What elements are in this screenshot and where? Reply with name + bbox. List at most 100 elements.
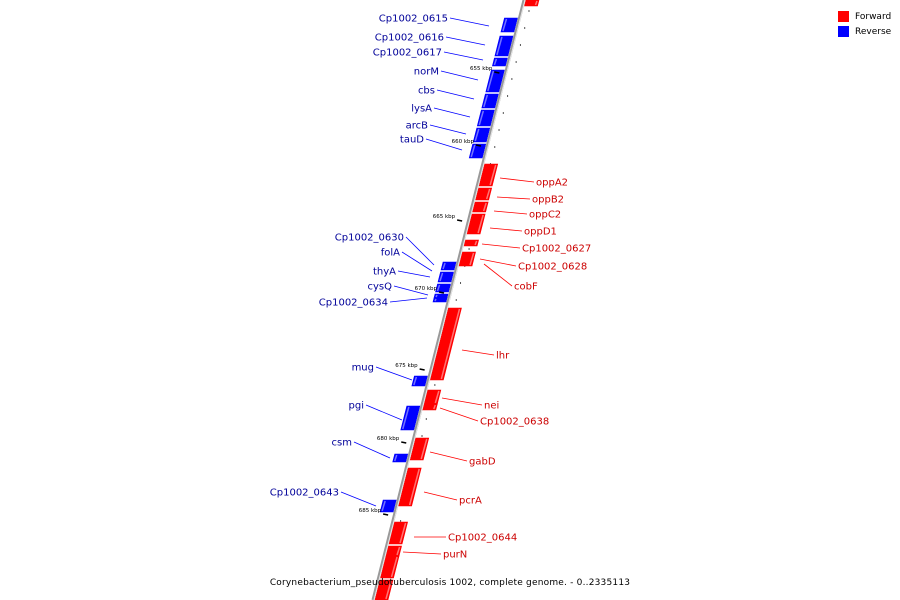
- gene-bevel: [482, 202, 487, 212]
- minor-tick: [494, 146, 496, 148]
- gene-bevel: [413, 376, 418, 386]
- scale-tick: [494, 71, 500, 74]
- minor-tick: [507, 95, 509, 97]
- gene-label-norM: norM: [414, 67, 439, 78]
- scale-label: 680 kbp: [377, 436, 400, 442]
- gene-label-arcB: arcB: [406, 121, 429, 132]
- scale-label: 670 kbp: [415, 286, 438, 292]
- gene-bevel: [469, 252, 475, 266]
- leader-arcB: [429, 124, 467, 135]
- gene-bevel: [385, 580, 392, 600]
- leader-csm: [353, 441, 391, 459]
- sequence-caption: Corynebacterium_pseudotuberculosis 1002,…: [269, 578, 631, 588]
- label-leader-lines: [340, 17, 535, 555]
- gene-label-folA: folA: [381, 248, 400, 259]
- gene-label-cobF: cobF: [514, 282, 538, 293]
- scale-label: 665 kbp: [433, 214, 456, 220]
- leader-Cp1002_0638: [439, 407, 479, 422]
- leader-thyA: [397, 270, 431, 278]
- leader-Cp1002_0615: [449, 17, 490, 27]
- leader-Cp1002_0634: [389, 297, 428, 303]
- legend-forward: Forward: [838, 9, 891, 24]
- gene-bevel: [502, 18, 508, 32]
- gene-bevel: [485, 188, 491, 200]
- gene-block-mug: [411, 375, 428, 387]
- gene-label-cbs: cbs: [418, 86, 435, 97]
- genome-axis: [371, 0, 526, 600]
- leader-Cp1002_0630: [405, 236, 435, 266]
- gene-label-Cp1002_0644: Cp1002_0644: [448, 533, 517, 544]
- minor-tick: [519, 44, 521, 46]
- gene-block-oppB2: [475, 187, 493, 201]
- gene-label-Cp1002_0617: Cp1002_0617: [373, 48, 442, 59]
- leader-lysA: [433, 107, 471, 118]
- legend-reverse-label: Reverse: [855, 26, 892, 37]
- gene-block-norM: [485, 69, 505, 93]
- leader-oppD1: [489, 227, 523, 232]
- gene-bevel: [440, 308, 461, 380]
- gene-bevel: [434, 298, 437, 302]
- gene-bevel: [478, 110, 485, 126]
- gene-label-tauD: tauD: [400, 135, 424, 146]
- gene-block-arcB: [472, 127, 491, 143]
- gene-label-lhr: lhr: [496, 351, 510, 362]
- leader-oppA2: [499, 177, 535, 183]
- gene-bevel: [470, 144, 476, 158]
- leader-nei: [441, 397, 483, 406]
- leader-gabD: [429, 451, 468, 462]
- gene-block-Cp1002_0615: [500, 17, 518, 33]
- minor-tick: [515, 61, 517, 63]
- gene-label-Cp1002_0638: Cp1002_0638: [480, 417, 549, 428]
- gene-label-oppB2: oppB2: [532, 195, 564, 206]
- gene-label-thyA: thyA: [373, 267, 396, 278]
- gene-block-Cp1002_0638: [409, 437, 430, 461]
- gene-label-mug: mug: [352, 363, 374, 374]
- scale-tick: [419, 368, 425, 371]
- gene-block-Cp1002_0643: [379, 499, 397, 513]
- gene-block-Cp1002_0616: [494, 35, 514, 57]
- gene-block-cobF: [429, 307, 462, 381]
- leader-cysQ: [393, 285, 429, 296]
- gene-bevel: [433, 404, 437, 410]
- gene-bevel: [474, 128, 480, 142]
- gene-bevel: [477, 214, 484, 234]
- gene-bevel: [496, 36, 503, 56]
- leader-cbs: [436, 89, 475, 100]
- gene-label-pgi: pgi: [349, 401, 364, 412]
- gene-bevel: [434, 390, 440, 404]
- gene-block-tauD: [468, 143, 487, 159]
- gene-label-Cp1002_0630: Cp1002_0630: [335, 233, 404, 244]
- leader-folA: [401, 251, 433, 272]
- gene-label-gabD: gabD: [469, 457, 496, 468]
- leader-Cp1002_0628: [479, 258, 517, 267]
- gene-bevel: [394, 454, 398, 462]
- leader-pgi: [365, 404, 403, 421]
- gene-block-lysA: [476, 109, 495, 127]
- scale-label: 655 kbp: [470, 66, 493, 72]
- gene-label-Cp1002_0615: Cp1002_0615: [379, 14, 448, 25]
- scale-tick: [456, 219, 463, 222]
- forward-swatch: [838, 11, 849, 22]
- scale-label: 675 kbp: [395, 363, 418, 369]
- gene-block-purN: [380, 555, 400, 579]
- minor-tick: [468, 248, 470, 250]
- gene-bevel: [489, 164, 497, 186]
- gene-bevel: [436, 284, 441, 292]
- gene-block-Cp1002_0627: [463, 239, 479, 247]
- gene-label-pcrA: pcrA: [459, 496, 482, 507]
- gene-block-csm: [392, 453, 409, 463]
- gene-bevel: [439, 272, 444, 282]
- gene-bevel: [487, 70, 495, 92]
- gene-label-purN: purN: [443, 550, 467, 561]
- gene-block-pcrA: [388, 521, 408, 545]
- minor-tick: [460, 282, 462, 284]
- gene-label-Cp1002_0643: Cp1002_0643: [270, 488, 339, 499]
- gene-block-thyA: [435, 283, 451, 293]
- minor-tick: [425, 418, 427, 420]
- scale-label: 660 kbp: [452, 139, 475, 145]
- gene-block-oppA2: [478, 163, 499, 187]
- leader-oppB2: [496, 196, 531, 200]
- gene-bevel: [390, 556, 398, 578]
- minor-tick: [455, 299, 457, 301]
